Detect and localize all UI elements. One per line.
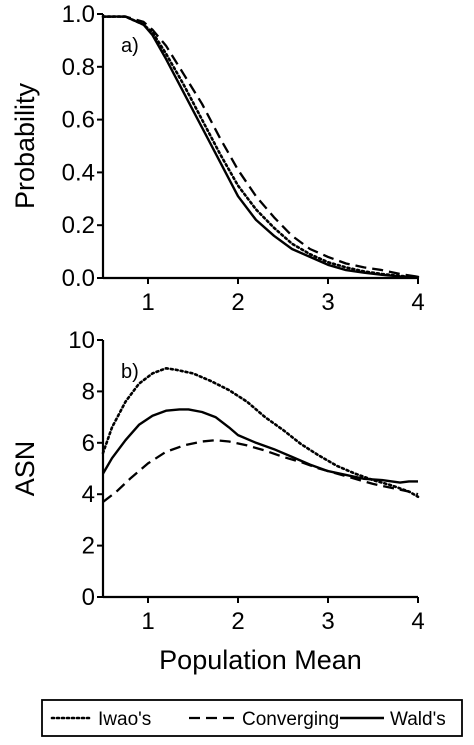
y-axis-label: Probability <box>10 82 40 209</box>
x-tick-label: 2 <box>231 289 244 316</box>
legend-box <box>41 699 463 737</box>
series-line-iwaos <box>101 15 420 279</box>
y-axis-label: ASN <box>10 441 40 497</box>
x-tick-label: 4 <box>411 289 424 316</box>
x-tick-label: 2 <box>231 608 244 635</box>
series-line-converging <box>102 439 419 503</box>
y-tick-label: 0.4 <box>62 159 95 186</box>
y-tick-label: 2 <box>82 533 95 560</box>
y-tick-label: 0.2 <box>62 212 95 239</box>
y-tick-label: 0.0 <box>62 265 95 292</box>
legend-label: Iwao's <box>98 709 151 730</box>
y-tick-label: 10 <box>68 327 95 354</box>
y-tick-label: 0 <box>82 584 95 611</box>
y-tick-label: 8 <box>82 378 95 405</box>
panel-label: a) <box>121 35 139 57</box>
x-tick-label: 3 <box>321 608 334 635</box>
panel-label: b) <box>121 361 139 383</box>
x-tick-label: 1 <box>141 608 154 635</box>
series-line-iwaos <box>101 366 420 499</box>
series-line-walds <box>103 15 419 279</box>
x-tick-label: 4 <box>411 608 424 635</box>
x-tick-label: 1 <box>141 289 154 316</box>
legend-label: Wald's <box>390 709 446 730</box>
series-line-walds <box>101 408 418 484</box>
series-line-converging <box>103 15 419 278</box>
y-tick-label: 4 <box>82 481 95 508</box>
y-tick-label: 0.6 <box>62 107 95 134</box>
y-tick-label: 0.8 <box>62 54 95 81</box>
legend: Iwao's Converging Wald's <box>41 699 463 737</box>
x-axis-label: Population Mean <box>159 645 362 675</box>
chart-panel-a: 0.0 0.2 0.4 0.6 0.8 1.0 1 2 3 4 Probability a) <box>10 1 425 316</box>
y-tick-label: 1.0 <box>62 1 95 28</box>
y-tick-label: 6 <box>82 430 95 457</box>
legend-label: Converging <box>242 709 339 730</box>
x-tick-label: 3 <box>321 289 334 316</box>
